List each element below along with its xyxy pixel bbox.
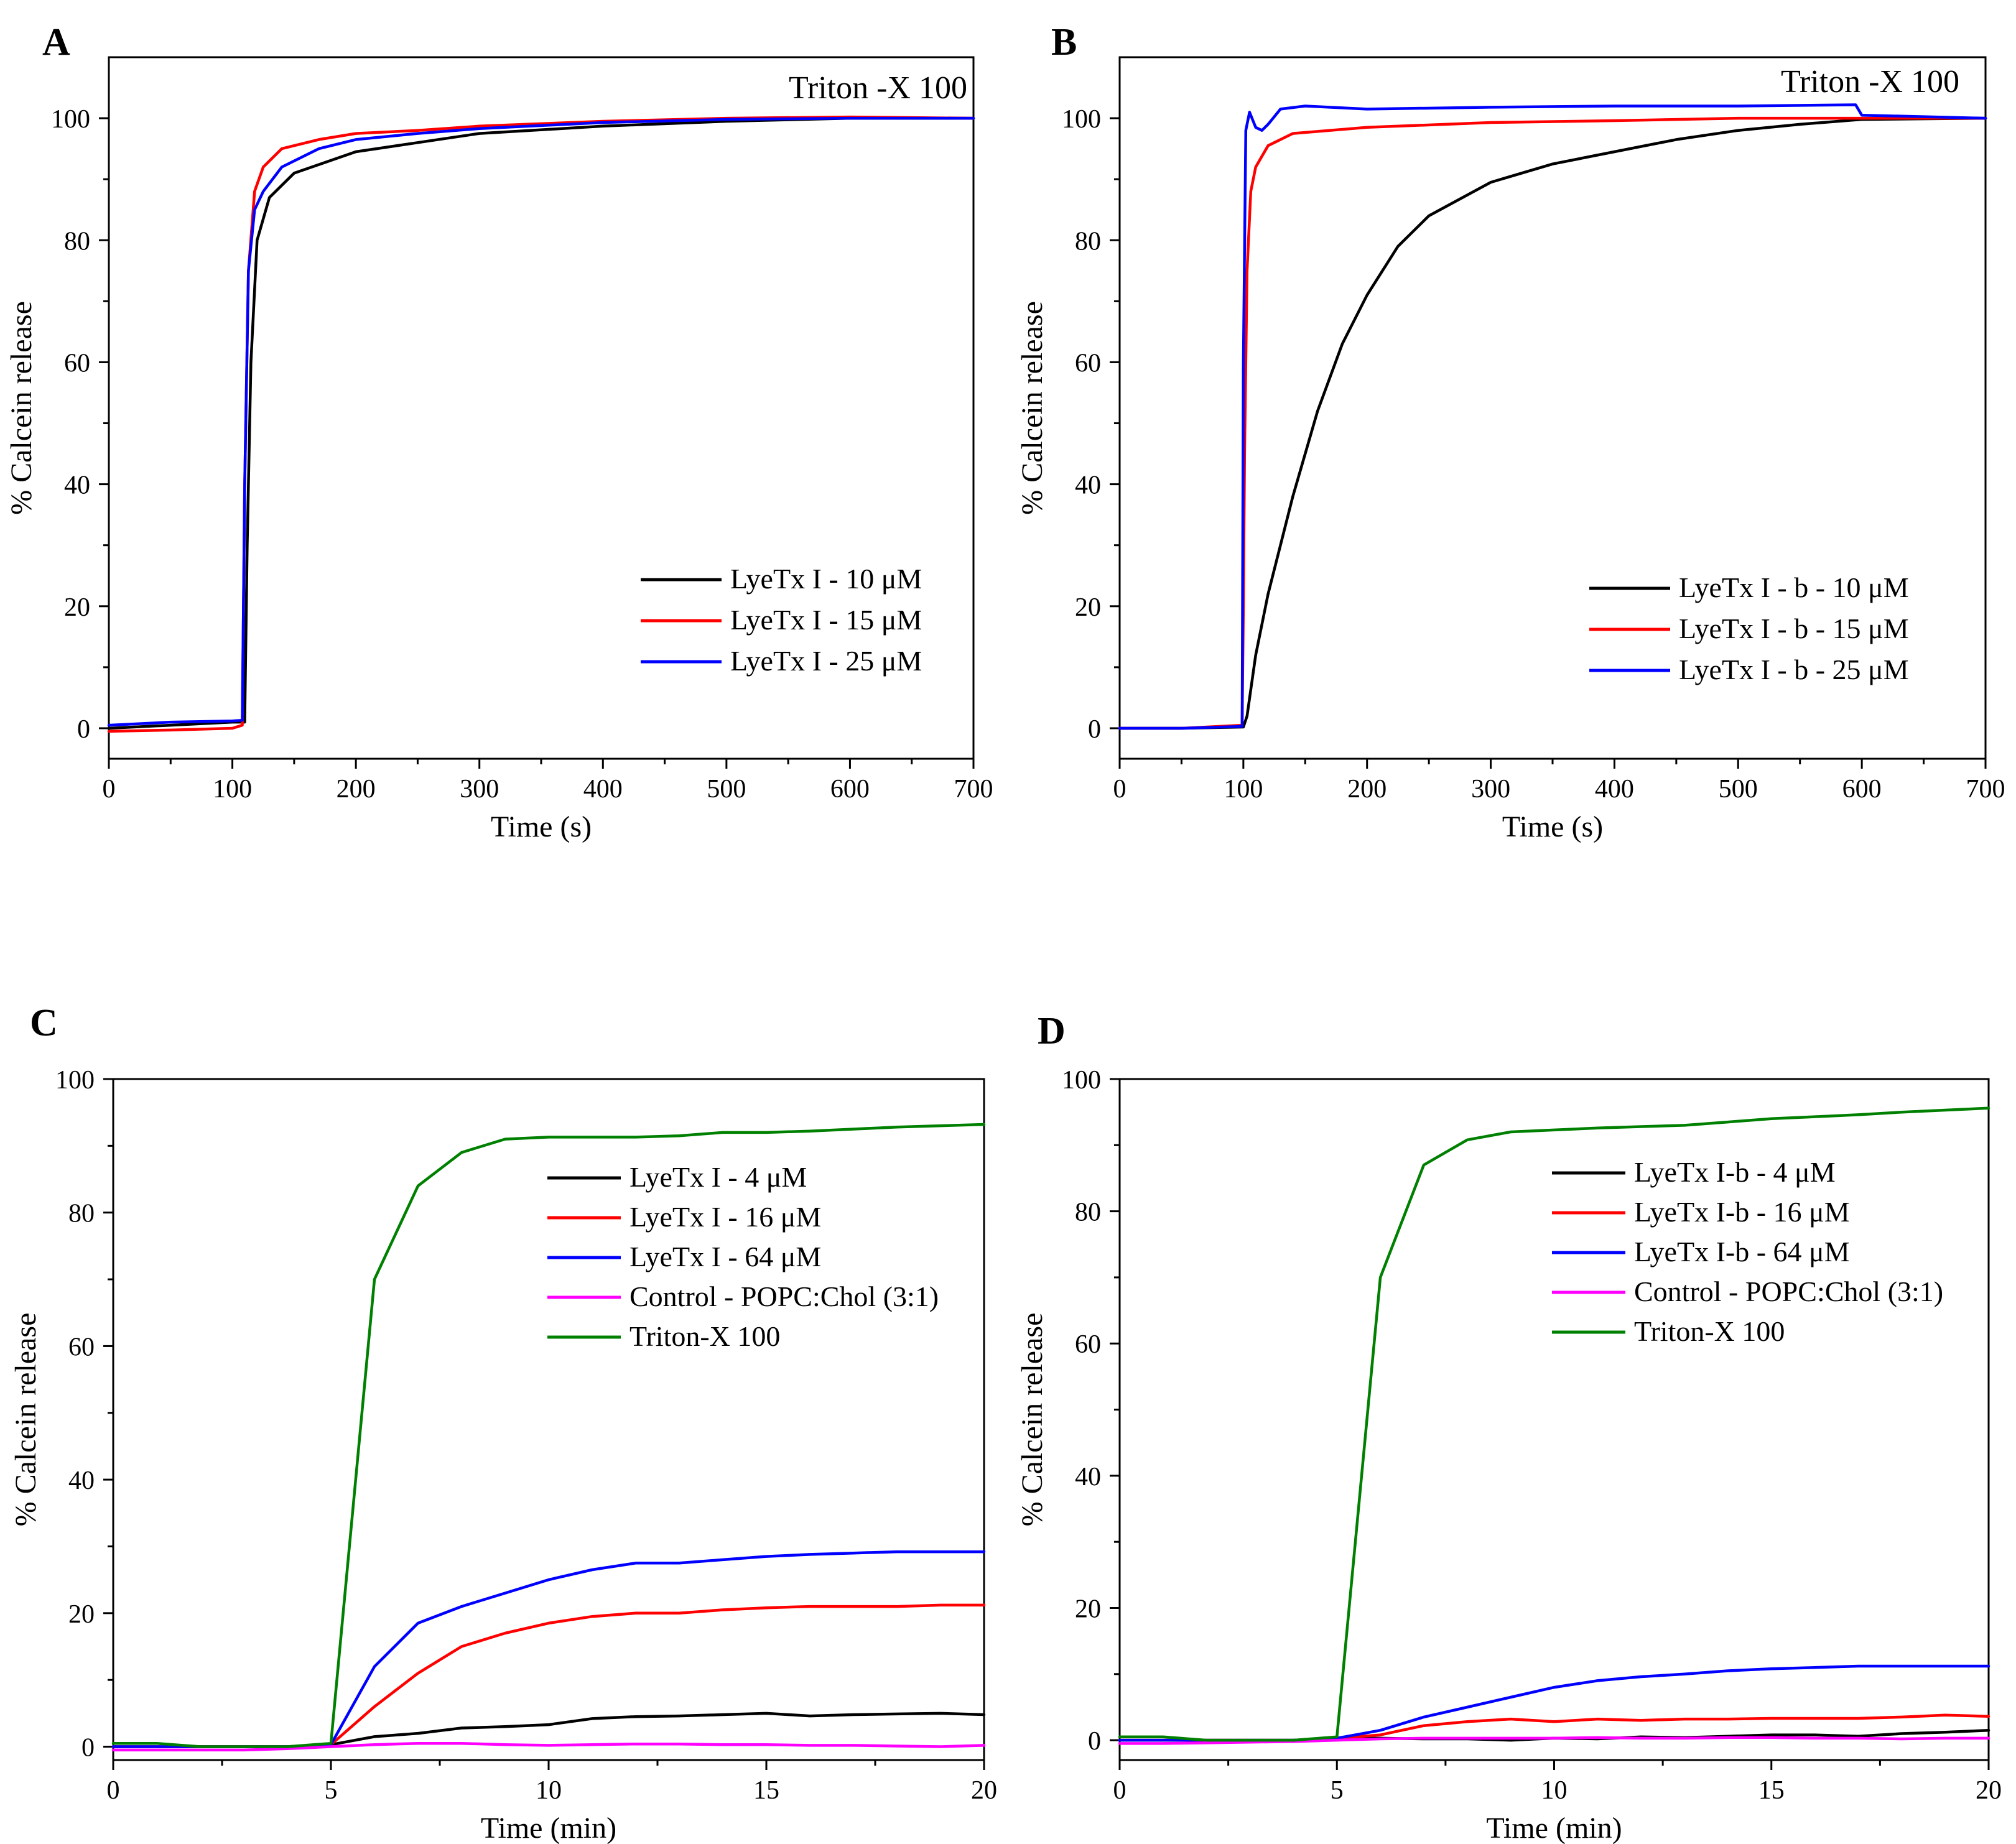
- panel-b-x-tick-label: 400: [1595, 775, 1634, 804]
- panel-b-y-tick-label: 0: [1088, 715, 1101, 744]
- panel-c-legend-label-1: LyeTx I - 4 μM: [629, 1161, 807, 1193]
- panel-b-y-tick-label: 60: [1075, 349, 1101, 378]
- panel-a-y-tick-label: 0: [77, 715, 90, 744]
- panel-a-x-axis-title: Time (s): [491, 810, 592, 843]
- panel-a-x-tick-label: 600: [830, 775, 870, 804]
- panel-c-y-tick-label: 0: [81, 1734, 95, 1763]
- panel-a: A 0 100 200 300 400 500 600 700 0 20 40 60 80 100 Time …: [5, 21, 993, 843]
- panel-a-legend-label-3: LyeTx I - 25 μM: [730, 645, 922, 677]
- panel-a-x-tick-label: 700: [954, 775, 993, 804]
- panel-b-y-tick-label: 100: [1062, 105, 1101, 134]
- panel-d-legend-label-2: LyeTx I-b - 16 μM: [1634, 1196, 1850, 1228]
- panel-c-legend-label-5: Triton-X 100: [629, 1320, 780, 1352]
- panel-b-legend-label-1: LyeTx I - b - 10 μM: [1679, 572, 1909, 603]
- panel-a-x-tick-label: 200: [337, 775, 376, 804]
- panel-b: B 0 100 200 300 400 500 600 700 0 20 40 60 80 100 Time …: [1016, 21, 2005, 843]
- panel-c: C 0 5 10 15 20 0 20 40 60 80 100 Time (min) % Calcein…: [9, 1002, 997, 1844]
- panel-d-x-tick-label: 15: [1758, 1776, 1785, 1805]
- panel-c-legend-label-3: LyeTx I - 64 μM: [629, 1241, 821, 1272]
- panel-d-y-tick-label: 40: [1075, 1463, 1101, 1491]
- panel-c-letter: C: [30, 1002, 58, 1044]
- panel-d: D 0 5 10 15 20 0 20 40 60 80 100 Time (min) % Calcein…: [1016, 1010, 2002, 1844]
- panel-b-x-tick-label: 0: [1113, 775, 1126, 804]
- panel-a-legend: LyeTx I - 10 μM LyeTx I - 15 μM LyeTx I - …: [641, 563, 922, 677]
- panel-c-x-tick-label: 0: [107, 1776, 120, 1805]
- panel-c-x-tick-label: 5: [325, 1776, 338, 1805]
- panel-a-series-3-line: [107, 116, 975, 727]
- panel-a-y-tick-label: 60: [64, 349, 90, 378]
- panel-b-x-tick-label: 300: [1471, 775, 1510, 804]
- panel-a-y-tick-label: 40: [64, 471, 90, 500]
- panel-c-x-tick-label: 15: [753, 1776, 779, 1805]
- panel-d-x-tick-label: 5: [1331, 1776, 1344, 1805]
- panel-a-x-tick-label: 500: [707, 775, 746, 804]
- panel-d-x-tick-label: 0: [1113, 1776, 1126, 1805]
- panel-d-y-tick-label: 0: [1088, 1727, 1101, 1756]
- panel-c-y-tick-label: 80: [68, 1200, 95, 1228]
- panel-b-x-tick-label: 600: [1842, 775, 1882, 804]
- panel-a-y-tick-label: 100: [51, 105, 90, 134]
- panel-b-y-tick-label: 40: [1075, 471, 1101, 500]
- panel-a-x-tick-label: 0: [103, 775, 116, 804]
- panel-b-x-axis-title: Time (s): [1502, 810, 1603, 843]
- panel-a-series-1-line: [107, 116, 975, 730]
- panel-d-legend-label-5: Triton-X 100: [1634, 1315, 1785, 1347]
- panel-a-legend-label-1: LyeTx I - 10 μM: [730, 563, 922, 595]
- panel-b-y-tick-label: 20: [1075, 593, 1101, 622]
- panel-c-x-axis-title: Time (min): [481, 1812, 616, 1844]
- panel-d-y-tick-label: 60: [1075, 1330, 1101, 1359]
- panel-d-legend-label-1: LyeTx I-b - 4 μM: [1634, 1156, 1836, 1188]
- panel-d-legend: LyeTx I-b - 4 μM LyeTx I-b - 16 μM LyeTx I…: [1552, 1156, 1943, 1347]
- panel-d-y-tick-label: 80: [1075, 1198, 1101, 1227]
- panel-a-annotation: Triton -X 100: [789, 70, 967, 106]
- panel-a-letter: A: [42, 21, 70, 63]
- panel-c-series-5-line: [111, 1123, 986, 1748]
- panel-a-x-tick-label: 300: [460, 775, 499, 804]
- panel-c-legend-label-4: Control - POPC:Chol (3:1): [629, 1281, 939, 1312]
- panel-c-x-tick-label: 20: [971, 1776, 997, 1805]
- panel-c-x-tick-label: 10: [536, 1776, 562, 1805]
- panel-c-legend: LyeTx I - 4 μM LyeTx I - 16 μM LyeTx I - 6…: [547, 1161, 939, 1352]
- panel-d-y-tick-label: 100: [1062, 1066, 1101, 1095]
- panel-b-series-1-line: [1118, 116, 1987, 730]
- panel-a-y-axis-title: % Calcein release: [5, 301, 38, 515]
- panel-b-y-tick-label: 80: [1075, 227, 1101, 256]
- panel-b-legend-label-2: LyeTx I - b - 15 μM: [1679, 613, 1909, 644]
- panel-d-legend-label-4: Control - POPC:Chol (3:1): [1634, 1276, 1943, 1307]
- panel-d-y-tick-label: 20: [1075, 1595, 1101, 1623]
- panel-b-x-tick-label: 100: [1224, 775, 1263, 804]
- panel-b-y-axis-title: % Calcein release: [1016, 301, 1049, 515]
- panel-c-y-tick-label: 100: [55, 1066, 95, 1095]
- panel-a-x-tick-label: 400: [583, 775, 623, 804]
- panel-d-x-tick-label: 10: [1541, 1776, 1568, 1805]
- panel-c-y-tick-label: 60: [68, 1333, 95, 1361]
- panel-d-letter: D: [1038, 1010, 1066, 1052]
- panel-b-legend-label-3: LyeTx I - b - 25 μM: [1679, 654, 1909, 685]
- panel-b-x-tick-label: 700: [1966, 775, 2005, 804]
- panel-c-y-axis-title: % Calcein release: [9, 1313, 42, 1527]
- panel-a-y-tick-label: 80: [64, 227, 90, 256]
- panel-a-x-tick-label: 100: [213, 775, 252, 804]
- panel-a-y-tick-label: 20: [64, 593, 90, 622]
- panel-c-legend-label-2: LyeTx I - 16 μM: [629, 1201, 821, 1233]
- panel-d-series-4-line: [1118, 1736, 1990, 1745]
- panel-b-x-tick-label: 500: [1719, 775, 1758, 804]
- panel-c-series-4-line: [111, 1741, 986, 1752]
- panel-d-y-axis-title: % Calcein release: [1016, 1313, 1049, 1527]
- panel-a-legend-label-2: LyeTx I - 15 μM: [730, 604, 922, 636]
- panel-c-y-tick-label: 40: [68, 1466, 95, 1495]
- panel-b-annotation: Triton -X 100: [1781, 64, 1959, 100]
- panel-d-x-axis-title: Time (min): [1486, 1812, 1622, 1844]
- panel-d-x-tick-label: 20: [1976, 1776, 2002, 1805]
- panel-b-x-tick-label: 200: [1347, 775, 1387, 804]
- panel-b-legend: LyeTx I - b - 10 μM LyeTx I - b - 15 μM Ly…: [1589, 572, 1909, 685]
- panel-d-legend-label-3: LyeTx I-b - 64 μM: [1634, 1236, 1850, 1267]
- panel-d-series-5-line: [1118, 1106, 1990, 1742]
- panel-c-y-tick-label: 20: [68, 1600, 95, 1629]
- panel-b-letter: B: [1051, 21, 1077, 63]
- panel-b-series-3-line: [1118, 103, 1987, 730]
